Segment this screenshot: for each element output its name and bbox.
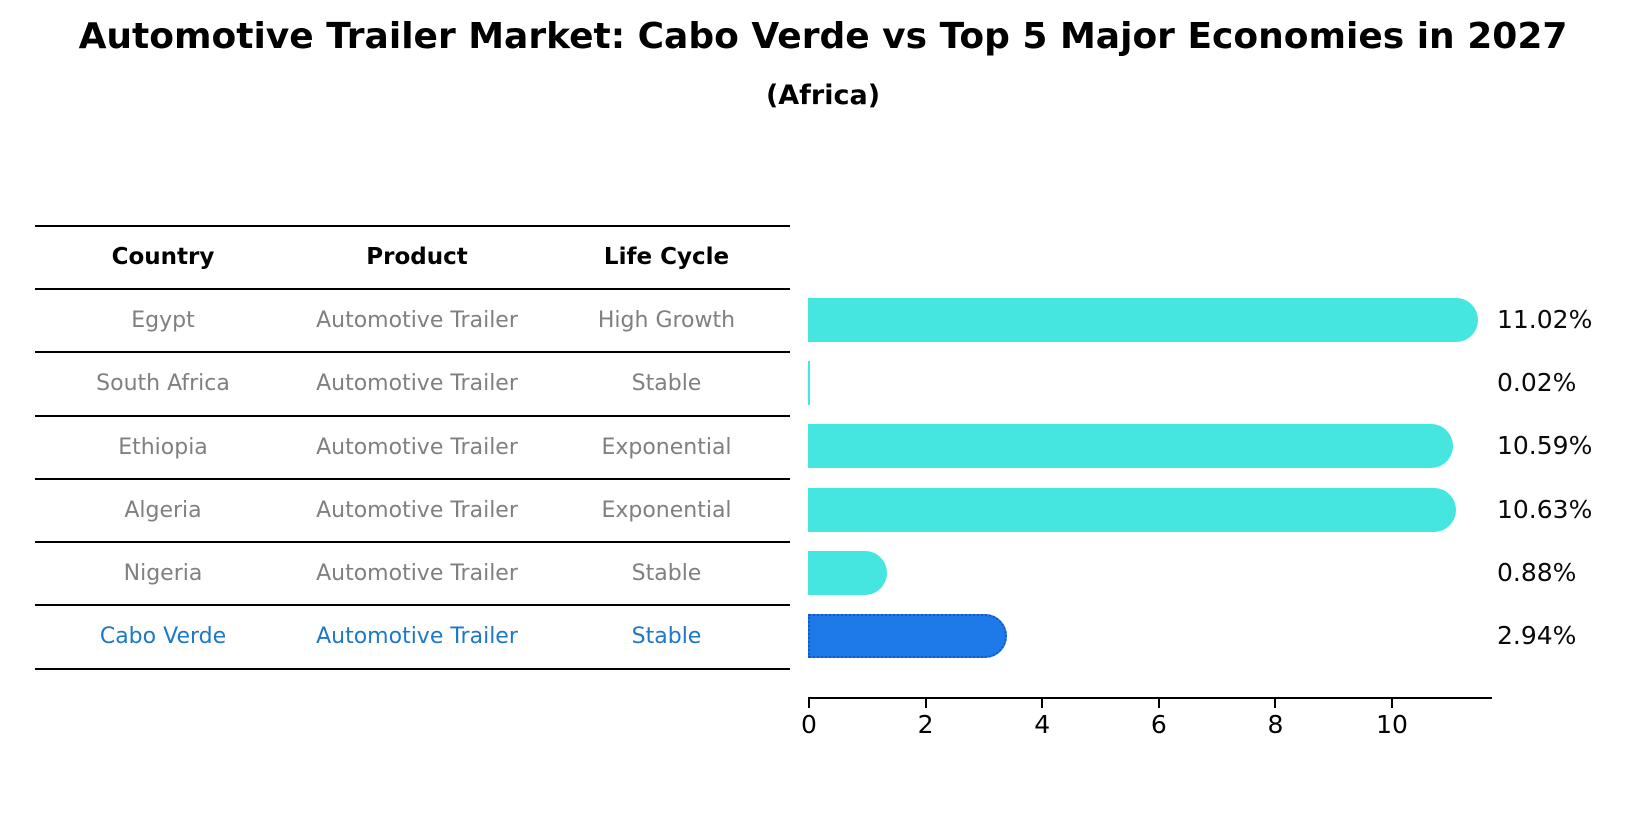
table-row-ethiopia: Ethiopia Automotive Trailer Exponential <box>35 417 790 480</box>
table-row-algeria: Algeria Automotive Trailer Exponential <box>35 480 790 544</box>
table-cell-country: Egypt <box>131 308 195 333</box>
x-tick-label-4: 4 <box>1034 710 1051 739</box>
x-tick-mark-6 <box>1157 699 1160 708</box>
table-row-south-africa: South Africa Automotive Trailer Stable <box>35 353 790 417</box>
x-tick-mark-10 <box>1391 699 1393 708</box>
chart-title: Automotive Trailer Market: Cabo Verde vs… <box>78 16 1568 57</box>
table-cell-life-cycle: High Growth <box>597 308 736 333</box>
x-tick-mark-8 <box>1274 699 1277 708</box>
table-cell-life-cycle: Exponential <box>601 497 732 523</box>
table-cell-country: Cabo Verde <box>99 624 227 650</box>
bar-row-cabo-verde <box>808 605 1508 668</box>
x-tick-label-6: 6 <box>1150 710 1167 739</box>
table-row-nigeria: Nigeria Automotive Trailer Stable <box>35 543 790 607</box>
bar-algeria <box>808 487 1456 532</box>
table-row-cabo-verde: Cabo Verde Automotive Trailer Stable <box>35 606 790 670</box>
x-tick-label-2: 2 <box>917 710 934 739</box>
x-axis <box>808 697 1492 699</box>
bar-row-algeria <box>808 478 1508 541</box>
bar-chart: 0 2 4 6 8 10 11.02% 0.02% 10.59% 10.63% 0.88% 2.94… <box>801 288 1646 823</box>
table-cell-product: Automotive Trailer <box>316 561 518 587</box>
table-cell-life-cycle: Exponential <box>601 434 732 460</box>
x-tick-mark-4 <box>1041 699 1044 708</box>
bar-row-south-africa <box>808 351 1508 414</box>
bar-row-ethiopia <box>808 415 1508 478</box>
bar-row-egypt <box>808 288 1508 351</box>
x-tick-mark-0 <box>808 699 810 708</box>
value-label-nigeria: 0.88% <box>1497 558 1577 588</box>
x-tick-mark-2 <box>924 699 927 708</box>
table-cell-life-cycle: Stable <box>631 561 702 587</box>
table-cell-product: Automotive Trailer <box>316 434 518 460</box>
table-row-egypt: Egypt Automotive Trailer High Growth <box>35 290 790 354</box>
bar-ethiopia <box>808 424 1454 469</box>
table-cell-product: Automotive Trailer <box>316 371 518 397</box>
chart-subtitle: (Africa) <box>765 80 881 111</box>
header-cell-product: Product <box>366 244 468 271</box>
table-cell-product: Automotive Trailer <box>316 497 518 523</box>
value-label-cabo-verde: 2.94% <box>1497 621 1577 651</box>
bar-egypt <box>808 297 1479 342</box>
value-label-egypt: 11.02% <box>1497 304 1593 334</box>
x-tick-label-10: 10 <box>1376 710 1408 739</box>
bar-south-africa <box>808 361 810 406</box>
x-tick-label-0: 0 <box>801 710 817 739</box>
value-label-algeria: 10.63% <box>1497 494 1593 524</box>
table-body: Egypt Automotive Trailer High Growth South … <box>35 290 790 670</box>
bar-nigeria <box>808 551 888 596</box>
table-cell-country: Ethiopia <box>118 434 208 460</box>
header-cell-life-cycle: Life Cycle <box>603 244 730 271</box>
table-cell-product: Automotive Trailer <box>316 308 518 333</box>
value-label-south-africa: 0.02% <box>1497 368 1577 398</box>
table-cell-country: Nigeria <box>123 561 203 587</box>
table-cell-life-cycle: Stable <box>631 624 702 650</box>
table-cell-product: Automotive Trailer <box>316 624 518 650</box>
bar-row-nigeria <box>808 541 1508 604</box>
comparison-table: Country Product Life Cycle Egypt Automoti… <box>35 225 790 670</box>
x-tick-label-8: 8 <box>1267 710 1284 739</box>
table-cell-life-cycle: Stable <box>631 371 702 397</box>
value-label-ethiopia: 10.59% <box>1497 431 1593 461</box>
table-cell-country: South Africa <box>96 371 230 397</box>
table-cell-country: Algeria <box>124 497 202 523</box>
bar-cabo-verde <box>808 614 1008 659</box>
header-cell-country: Country <box>111 244 215 271</box>
table-header-row: Country Product Life Cycle <box>35 227 790 290</box>
